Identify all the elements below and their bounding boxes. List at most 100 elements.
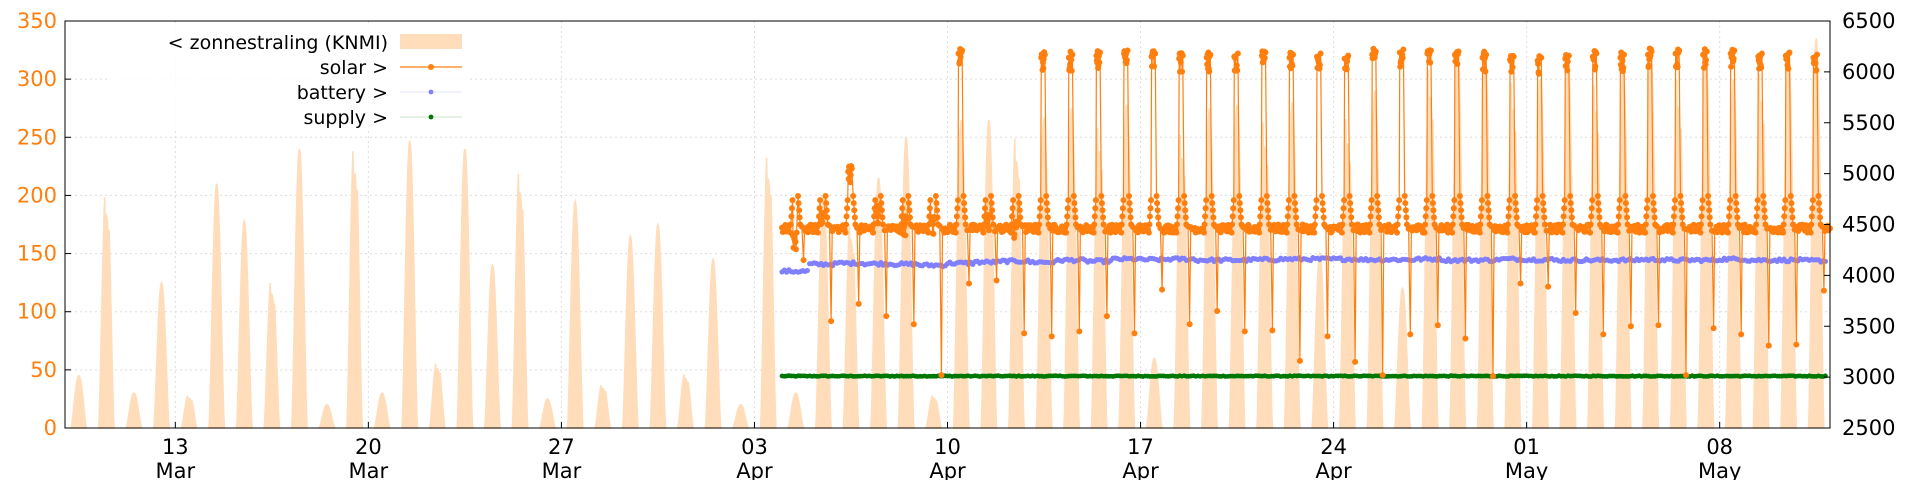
solar-point xyxy=(1181,193,1188,200)
solar-point xyxy=(1622,193,1629,200)
solar-point xyxy=(1234,67,1241,74)
solar-point xyxy=(1071,200,1078,207)
solar-point xyxy=(1624,221,1631,228)
solar-point xyxy=(1697,221,1704,228)
solar-point xyxy=(954,197,961,204)
solar-point xyxy=(1760,200,1767,207)
solar-point xyxy=(1541,221,1548,228)
x-tick-label-day: 20 xyxy=(355,435,382,459)
solar-point xyxy=(932,193,939,200)
solar-point xyxy=(1509,64,1516,71)
solar-point xyxy=(1485,207,1492,214)
solar-point xyxy=(1594,193,1601,200)
solar-point xyxy=(1127,207,1134,214)
left-y-tick-label: 0 xyxy=(44,416,57,440)
solar-point xyxy=(1427,59,1434,66)
radiation-day-curve xyxy=(373,392,391,429)
solar-point xyxy=(1175,197,1182,204)
solar-point xyxy=(1352,358,1359,365)
radiation-day-curve xyxy=(318,403,336,429)
solar-point xyxy=(1374,200,1381,207)
radiation-day-curve xyxy=(152,280,171,429)
x-tick-label-day: 13 xyxy=(162,435,189,459)
solar-point xyxy=(1292,207,1299,214)
solar-point xyxy=(1508,58,1515,65)
solar-point xyxy=(883,313,890,320)
solar-point xyxy=(1449,221,1456,228)
solar-point xyxy=(1262,49,1269,56)
solar-point xyxy=(1725,221,1732,228)
solar-point xyxy=(905,200,912,207)
solar-point xyxy=(1429,193,1436,200)
solar-point xyxy=(1651,214,1658,221)
solar-point xyxy=(1793,341,1800,348)
solar-point xyxy=(1533,205,1540,212)
solar-point xyxy=(1707,221,1714,228)
solar-point xyxy=(1600,331,1607,338)
solar-point xyxy=(1677,193,1684,200)
radiation-day-curve xyxy=(649,221,667,429)
solar-point xyxy=(1214,307,1221,314)
solar-point xyxy=(1395,205,1402,212)
solar-point xyxy=(1312,205,1319,212)
solar-point xyxy=(844,197,851,204)
solar-point xyxy=(1293,214,1300,221)
solar-point xyxy=(1650,200,1657,207)
solar-point xyxy=(1366,229,1373,236)
radiation-day-curve xyxy=(1118,104,1136,429)
solar-point xyxy=(1458,207,1465,214)
solar-point xyxy=(1207,51,1214,58)
solar-point xyxy=(823,207,830,214)
solar-point xyxy=(1291,193,1298,200)
solar-point xyxy=(1513,214,1520,221)
solar-point xyxy=(1076,328,1083,335)
solar-point xyxy=(1423,197,1430,204)
radiation-day-curve xyxy=(870,177,888,429)
solar-point xyxy=(1760,193,1767,200)
solar-point xyxy=(930,230,937,237)
solar-point xyxy=(1567,193,1574,200)
solar-point xyxy=(960,193,967,200)
solar-point xyxy=(1230,205,1237,212)
solar-point xyxy=(1339,213,1346,220)
solar-point xyxy=(957,54,964,61)
solar-point xyxy=(1540,200,1547,207)
solar-point xyxy=(1256,229,1263,236)
solar-point xyxy=(959,47,966,54)
solar-point xyxy=(795,193,802,200)
solar-point xyxy=(1016,207,1023,214)
solar-point xyxy=(1375,214,1382,221)
solar-point xyxy=(1035,229,1042,236)
solar-point xyxy=(1202,213,1209,220)
radiation-day-curve xyxy=(1145,357,1163,429)
solar-point xyxy=(824,214,831,221)
solar-point xyxy=(961,207,968,214)
solar-point xyxy=(1146,221,1153,228)
right-y-tick-label: 3500 xyxy=(1842,314,1895,338)
solar-point xyxy=(1588,205,1595,212)
solar-point xyxy=(988,200,995,207)
solar-point xyxy=(1814,51,1821,58)
solar-point xyxy=(1596,214,1603,221)
solar-point xyxy=(1462,335,1469,342)
solar-point xyxy=(1622,200,1629,207)
solar-point xyxy=(1159,286,1166,293)
left-y-tick-label: 350 xyxy=(17,9,57,33)
right-y-tick-label: 4000 xyxy=(1842,263,1895,287)
solar-point xyxy=(1100,221,1107,228)
radiation-day-curve xyxy=(1669,79,1687,429)
solar-point xyxy=(1457,200,1464,207)
left-y-tick-label: 100 xyxy=(17,300,57,324)
solar-point xyxy=(1097,49,1104,56)
solar-point xyxy=(1152,50,1159,57)
solar-point xyxy=(1705,193,1712,200)
radiation-day-curve xyxy=(952,119,970,429)
solar-point xyxy=(1037,197,1044,204)
solar-point xyxy=(1210,214,1217,221)
solar-point xyxy=(1015,193,1022,200)
solar-point xyxy=(850,200,857,207)
solar-point xyxy=(1533,213,1540,220)
solar-point xyxy=(1017,214,1024,221)
solar-point xyxy=(1179,52,1186,59)
solar-point xyxy=(1068,56,1075,63)
